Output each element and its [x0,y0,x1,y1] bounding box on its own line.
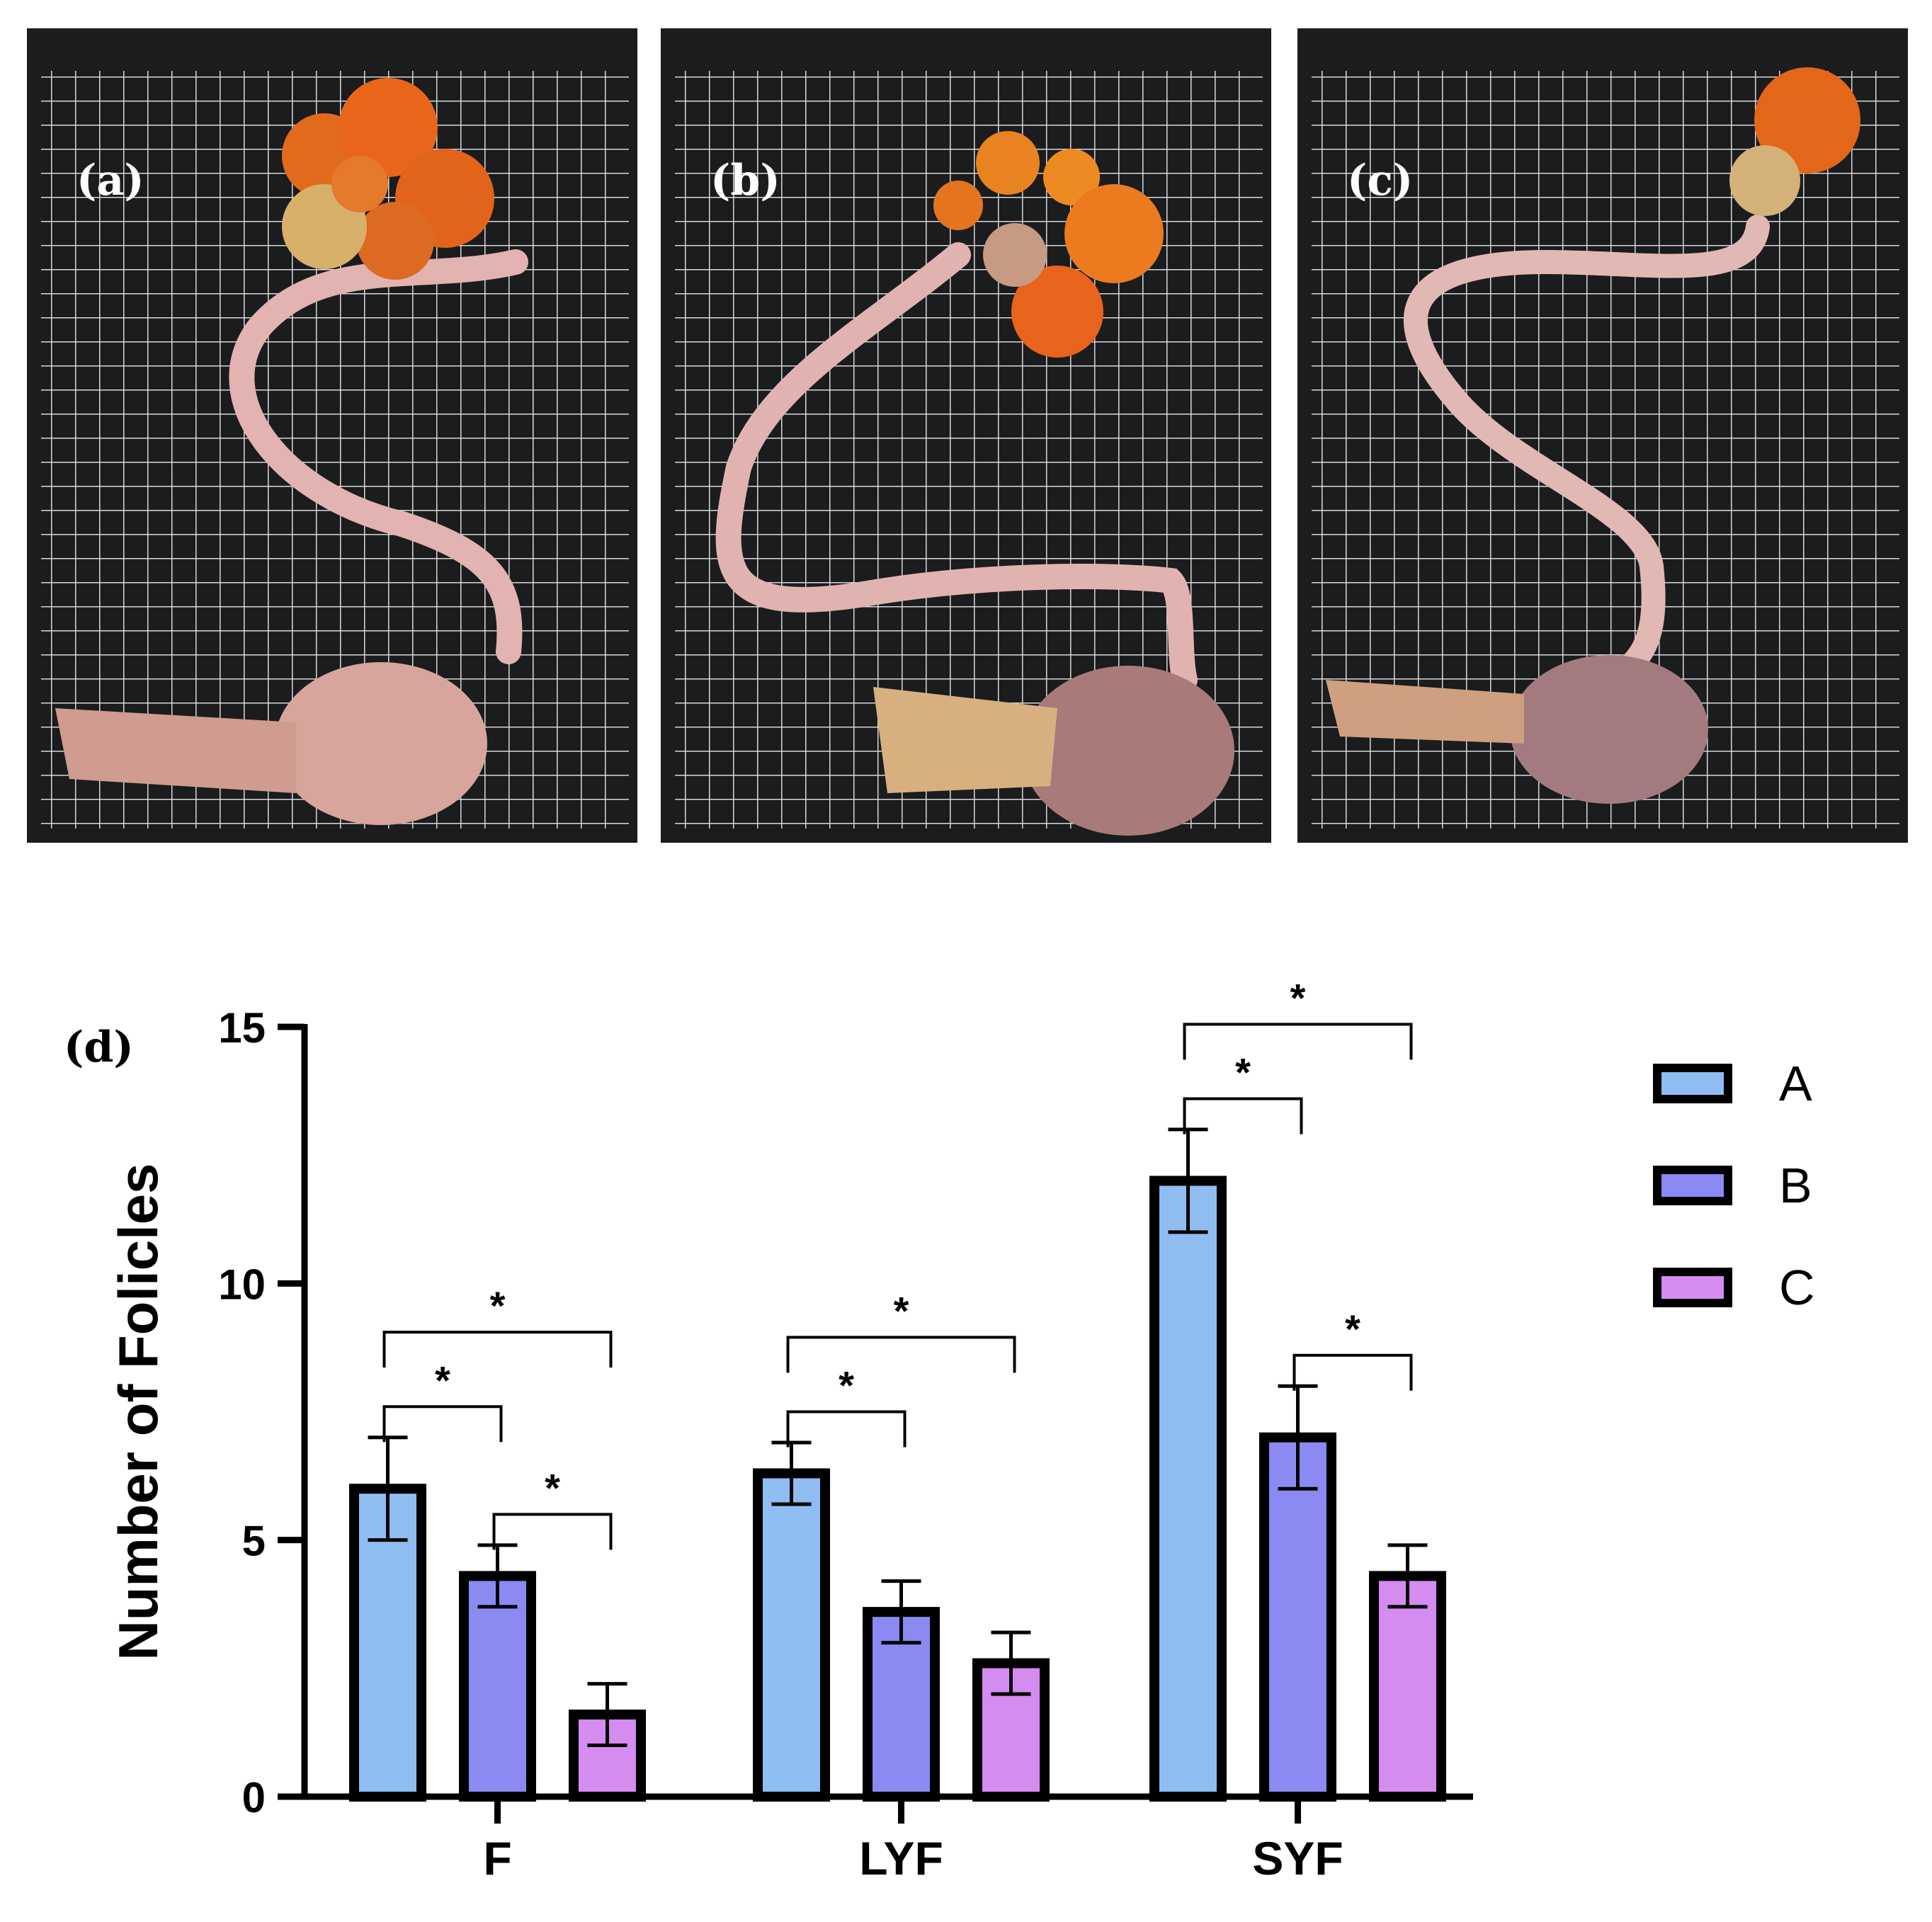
specimen-photo-b [661,28,1271,843]
panel-label-a: (a) [76,156,144,205]
specimen-photo-c [1297,28,1908,843]
y-axis-title: Number of Folicles [107,1163,169,1660]
x-tick-label-F: F [483,1832,511,1884]
bar-chart: 0 5 10 15 Number of Folicles F LYF SYF * * * * * * * * A… [107,975,1815,1884]
legend-label-A: A [1779,1056,1812,1111]
significance-bracket-7 [1292,1353,1413,1391]
x-tick-label-LYF: LYF [859,1832,943,1884]
significance-star-2: * [545,1465,560,1510]
legend-label-C: C [1779,1260,1815,1315]
x-tick-label-SYF: SYF [1252,1832,1343,1884]
significance-bracket-3 [786,1410,907,1448]
significance-star-7: * [1345,1307,1360,1351]
significance-bracket-2 [492,1513,613,1550]
significance-star-5: * [1235,1050,1251,1094]
significance-bracket-5 [1183,1097,1303,1135]
significance-bracket-1 [382,1331,613,1368]
significance-star-3: * [839,1363,854,1408]
legend-swatch-A [1653,1064,1732,1103]
legend-swatch-C [1653,1268,1732,1307]
significance-star-4: * [894,1288,909,1333]
panel-label-b: (b) [710,156,780,205]
bar-SYF-C [1369,1571,1446,1802]
y-tick-label-0: 0 [242,1774,266,1821]
significance-star-6: * [1290,975,1306,1020]
panel-label-d: (d) [64,1023,134,1072]
bar-LYF-A [753,1468,830,1802]
y-tick-label-5: 5 [242,1518,266,1565]
bar-chart-panel: (d) 0 5 10 15 Number of Folicles F LYF SYF * * * * *… [0,871,1932,1922]
significance-star-0: * [435,1358,450,1402]
photo-panel-c: (c) [1297,28,1908,843]
bar-SYF-B [1259,1432,1336,1802]
specimen-photo-a [27,28,637,843]
bar-F-B [459,1571,536,1802]
significance-bracket-4 [786,1336,1016,1373]
significance-star-1: * [490,1283,506,1328]
y-tick-label-15: 15 [218,1004,266,1052]
photo-panel-b: (b) [661,28,1271,843]
legend-label-B: B [1779,1158,1812,1213]
legend-swatch-B [1653,1166,1732,1205]
panel-label-c: (c) [1347,156,1414,205]
bar-SYF-A [1149,1176,1227,1802]
significance-bracket-6 [1183,1023,1413,1060]
photo-panel-a: (a) [27,28,637,843]
significance-bracket-0 [382,1405,503,1443]
y-tick-label-10: 10 [218,1261,266,1308]
